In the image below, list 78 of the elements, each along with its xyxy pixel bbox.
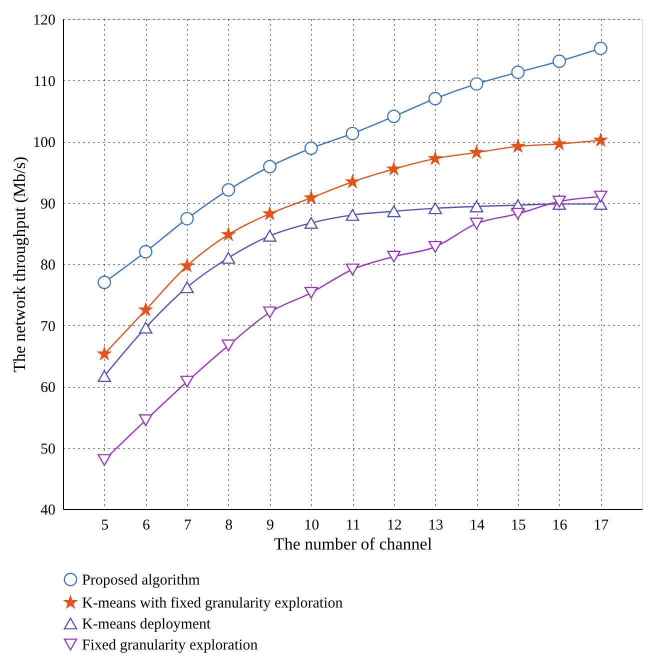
- point: [180, 281, 194, 294]
- point: [552, 137, 566, 150]
- x-tick-label: 17: [594, 518, 610, 534]
- point: [470, 146, 483, 158]
- point: [263, 207, 276, 220]
- point: [428, 92, 442, 106]
- y-tick-label: 110: [34, 74, 56, 90]
- point: [387, 250, 401, 263]
- point: [98, 454, 112, 466]
- point: [428, 240, 442, 253]
- point: [470, 77, 484, 91]
- point: [346, 264, 360, 276]
- y-tick-label: 120: [33, 12, 56, 28]
- point: [304, 286, 318, 299]
- legend-label: Fixed granularity exploration: [82, 638, 258, 654]
- point: [180, 376, 194, 388]
- point: [387, 162, 400, 175]
- point: [594, 190, 608, 203]
- point: [222, 252, 236, 264]
- point: [98, 347, 111, 360]
- x-tick-label: 7: [184, 518, 192, 534]
- x-tick-label: 10: [304, 518, 320, 534]
- y-axis-title: The network throughput (Mb/s): [10, 156, 29, 372]
- x-tick-label: 9: [266, 518, 274, 534]
- point: [222, 340, 236, 352]
- point: [139, 303, 152, 316]
- point: [594, 134, 608, 146]
- x-tick-label: 5: [101, 518, 109, 534]
- x-tick-label: 14: [470, 518, 486, 534]
- x-tick-label: 12: [386, 518, 402, 534]
- point: [180, 259, 194, 272]
- point: [304, 142, 318, 155]
- legend-label: K-means with fixed granularity exploration: [82, 596, 344, 612]
- point: [304, 191, 318, 204]
- y-tick-label: 90: [40, 196, 56, 212]
- legend-label: K-means deployment: [82, 616, 212, 632]
- x-tick-label: 11: [346, 518, 360, 534]
- point: [138, 414, 152, 426]
- x-axis-title: The number of channel: [274, 534, 432, 554]
- x-tick-label: 13: [428, 518, 444, 534]
- point: [428, 152, 442, 164]
- point: [511, 208, 525, 220]
- y-tick-label: 50: [40, 441, 56, 458]
- point: [594, 198, 608, 210]
- point: [138, 322, 152, 334]
- point: [222, 183, 236, 197]
- point: [428, 202, 442, 214]
- point: [180, 212, 194, 226]
- point: [387, 205, 401, 218]
- point: [594, 42, 608, 56]
- y-tick-label: 80: [40, 258, 56, 274]
- y-tick-label: 60: [40, 380, 56, 396]
- point: [263, 306, 277, 318]
- point: [222, 228, 235, 240]
- point: [98, 276, 112, 290]
- x-tick-label: 8: [225, 518, 233, 534]
- point: [512, 140, 524, 152]
- y-tick-label: 100: [33, 135, 56, 151]
- x-tick-label: 16: [552, 518, 568, 534]
- y-tick-label: 40: [40, 502, 56, 518]
- point: [346, 175, 359, 188]
- point: [304, 217, 318, 229]
- point: [552, 54, 566, 68]
- point: [263, 160, 277, 174]
- x-tick-label: 6: [142, 518, 150, 534]
- point: [511, 66, 525, 79]
- point: [138, 245, 152, 258]
- legend-label: Proposed algorithm: [82, 572, 200, 588]
- point: [470, 200, 484, 212]
- point: [263, 230, 277, 242]
- point: [346, 126, 360, 140]
- x-tick-label: 15: [510, 518, 526, 534]
- point: [346, 209, 360, 221]
- y-tick-label: 70: [40, 318, 56, 335]
- point: [552, 196, 566, 208]
- point: [470, 218, 484, 230]
- point: [387, 110, 401, 124]
- point: [98, 370, 112, 382]
